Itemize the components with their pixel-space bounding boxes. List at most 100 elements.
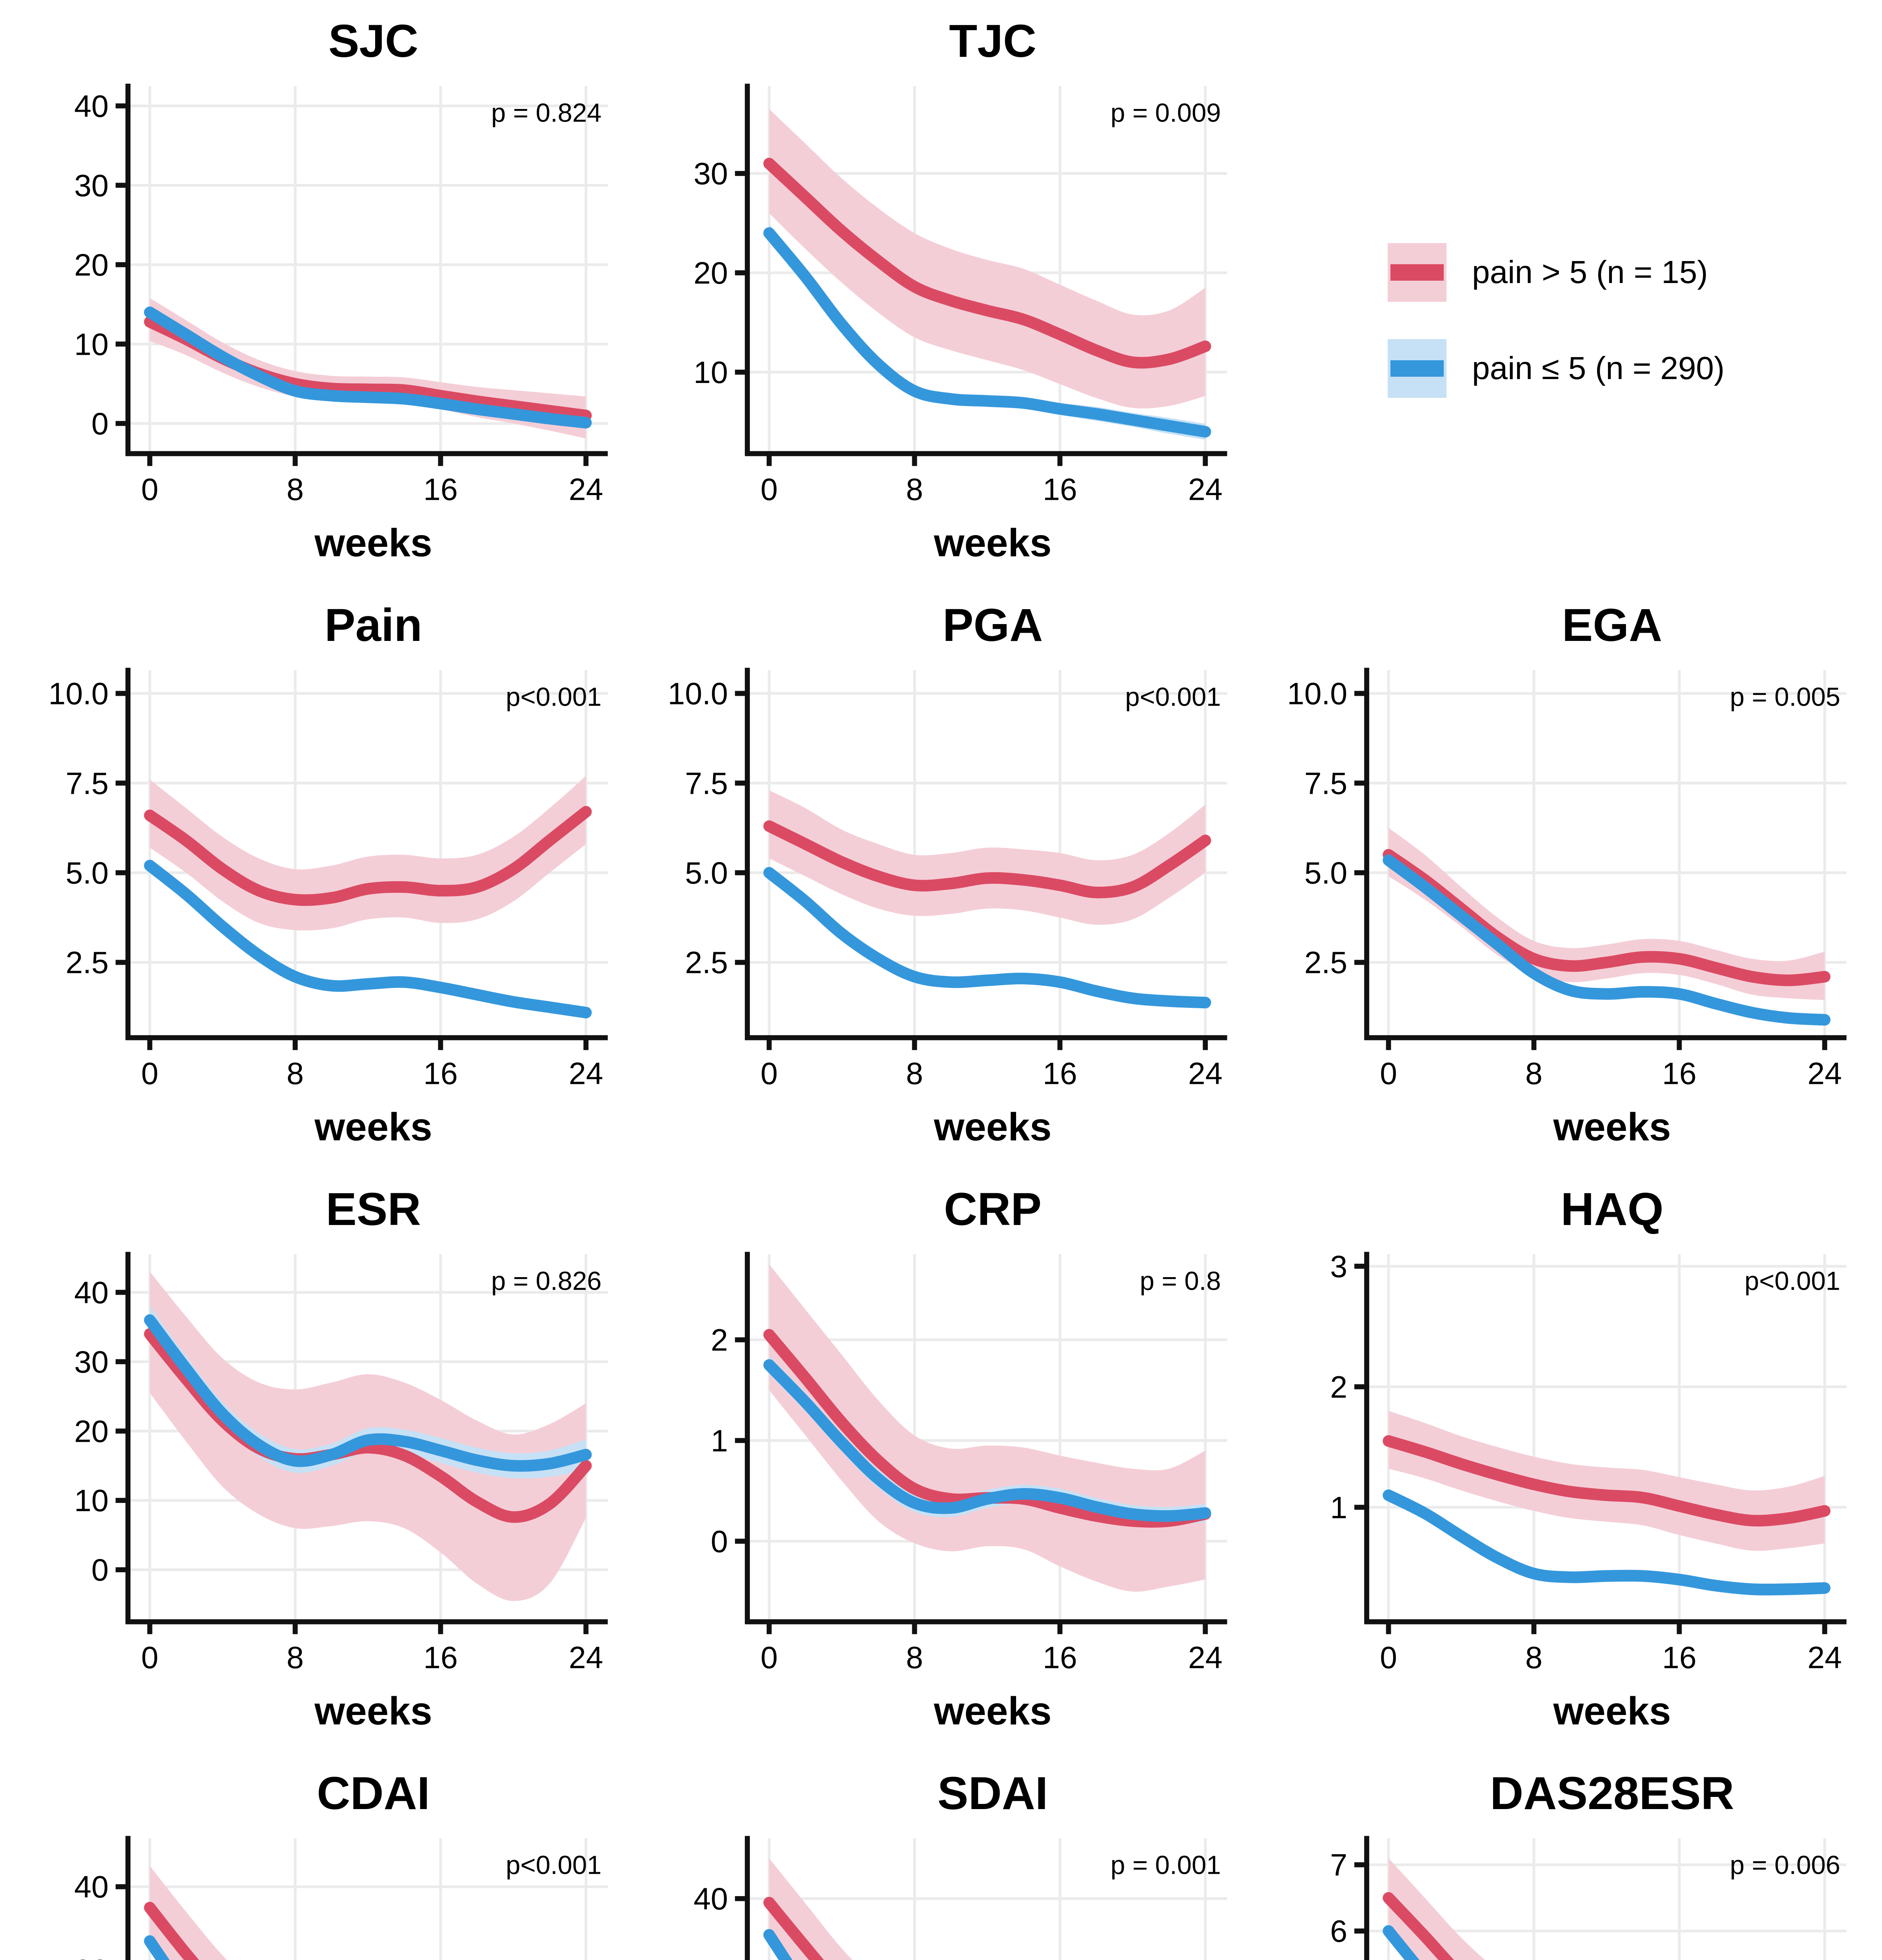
x-tick-label: 24 [1188, 1641, 1223, 1675]
plot-svg: 2.5 5.0 7.5 10.0 0 8 16 24 p<0.001 [48, 668, 608, 1091]
series-layer [144, 298, 592, 439]
x-tick-label: 24 [569, 472, 603, 507]
x-tick-label: 0 [141, 472, 158, 507]
y-tick-label: 2.5 [1304, 946, 1347, 980]
plot-svg: 10 20 30 0 8 16 24 p = 0.009 [693, 83, 1227, 507]
y-tick-label: 7 [1330, 1848, 1347, 1882]
x-axis-label: weeks [1553, 1105, 1671, 1149]
p-value-label: p<0.001 [506, 682, 601, 711]
x-tick-label: 24 [1188, 1056, 1223, 1091]
series-layer [1383, 1858, 1485, 1960]
y-tick-label: 6 [1330, 1914, 1347, 1949]
axes: 1 2 3 0 8 16 24 [1330, 1249, 1847, 1675]
axes: 2.5 5.0 7.5 10.0 0 8 16 24 [48, 668, 608, 1091]
p-value-label: p = 0.009 [1111, 98, 1221, 127]
x-axis-label: weeks [934, 1689, 1052, 1733]
x-axis-label: weeks [314, 1689, 432, 1733]
red-band-swatch-icon [1388, 243, 1446, 302]
red-line-icon [1390, 264, 1444, 281]
panel-title: PGA [942, 599, 1043, 651]
panel-title: SJC [328, 15, 419, 67]
x-tick-label: 0 [760, 1641, 778, 1675]
p-value-label: p = 0.8 [1140, 1266, 1221, 1296]
panel-Pain: Pain 2.5 5.0 7.5 10.0 0 8 16 24 p<0.001 weeks [20, 596, 623, 1176]
x-axis-label: weeks [934, 1105, 1052, 1149]
series-layer [1383, 828, 1831, 1026]
x-tick-label: 0 [760, 472, 778, 507]
series-layer [144, 1271, 592, 1601]
red-line [1383, 1435, 1831, 1527]
legend-label: pain > 5 (n = 15) [1472, 254, 1708, 290]
plot-svg: 0 1 2 0 8 16 24 p = 0.8 [711, 1252, 1227, 1675]
plot-svg: 0 10 20 30 40 0 8 16 24 p = 0.824 [74, 83, 608, 507]
axes: 2.5 5.0 7.5 10.0 0 8 16 24 [1287, 668, 1847, 1091]
panel-PGA: PGA 2.5 5.0 7.5 10.0 0 8 16 24 p<0.001 weeks [639, 596, 1243, 1176]
y-tick-label: 1 [711, 1423, 728, 1458]
x-tick-label: 8 [906, 1056, 923, 1091]
panel-title: CDAI [317, 1768, 430, 1819]
plot-svg: 2.5 5.0 7.5 10.0 0 8 16 24 p<0.001 [668, 668, 1227, 1091]
x-tick-label: 8 [1525, 1056, 1543, 1091]
y-tick-label: 20 [693, 256, 728, 290]
y-tick-label: 40 [74, 89, 109, 123]
y-tick-label: 7.5 [685, 766, 728, 800]
series-layer [144, 1866, 227, 1960]
p-value-label: p<0.001 [1744, 1266, 1840, 1296]
y-tick-label: 10.0 [1287, 677, 1347, 711]
y-tick-label: 10 [74, 327, 109, 361]
x-tick-label: 0 [1380, 1056, 1397, 1091]
blue-line [763, 227, 1211, 438]
series-layer [144, 776, 592, 1018]
p-value-label: p<0.001 [1125, 682, 1221, 711]
y-tick-label: 40 [693, 1882, 728, 1916]
axes: 10 20 30 0 8 16 24 [693, 83, 1227, 507]
x-axis-label: weeks [934, 521, 1052, 565]
legend-label: pain ≤ 5 (n = 290) [1472, 350, 1725, 386]
y-tick-label: 7.5 [65, 766, 109, 800]
y-tick-label: 20 [74, 1414, 109, 1448]
y-tick-label: 3 [1330, 1249, 1347, 1284]
x-tick-label: 24 [569, 1641, 603, 1675]
legend-item-pain-gt5: pain > 5 (n = 15) [1388, 243, 1862, 302]
red-band [150, 776, 586, 931]
p-value-label: p = 0.826 [491, 1266, 602, 1296]
p-value-label: p = 0.006 [1730, 1850, 1840, 1880]
x-tick-label: 0 [141, 1056, 158, 1091]
red-band [769, 109, 1205, 408]
y-tick-label: 40 [74, 1870, 109, 1904]
plot-svg: 2.5 5.0 7.5 10.0 0 8 16 24 p = 0.005 [1287, 668, 1847, 1091]
y-tick-label: 2 [711, 1323, 728, 1357]
plot-svg: 234567081624p = 0.006 [1330, 1836, 1847, 1960]
p-value-label: p = 0.001 [1111, 1850, 1221, 1880]
panel-HAQ: HAQ 1 2 3 0 8 16 24 p<0.001 weeks [1258, 1180, 1862, 1760]
blue-band [150, 1306, 586, 1479]
x-tick-label: 24 [569, 1056, 603, 1091]
y-tick-label: 2.5 [65, 946, 109, 980]
y-tick-label: 7.5 [1304, 766, 1347, 800]
x-axis-label: weeks [314, 1105, 432, 1149]
panel-title: HAQ [1561, 1183, 1664, 1235]
red-band [150, 1866, 227, 1960]
x-tick-label: 8 [906, 472, 923, 507]
red-band [1388, 828, 1825, 1000]
series-layer [763, 1858, 853, 1960]
x-axis-label: weeks [314, 521, 432, 565]
x-tick-label: 0 [141, 1641, 158, 1675]
panel-title: TJC [949, 15, 1036, 67]
panel-title: SDAI [937, 1768, 1048, 1819]
series-layer [763, 109, 1211, 440]
red-line [763, 158, 1211, 369]
y-tick-label: 10 [693, 355, 728, 390]
x-tick-label: 8 [906, 1641, 923, 1675]
blue-line [144, 1314, 592, 1472]
legend: pain > 5 (n = 15) pain ≤ 5 (n = 290) [1388, 243, 1862, 592]
x-tick-label: 16 [1043, 472, 1077, 507]
x-tick-label: 16 [423, 1641, 458, 1675]
plot-svg: 1 2 3 0 8 16 24 p<0.001 [1330, 1249, 1847, 1675]
panel-DAS28ESR: DAS28ESR234567081624p = 0.006weeks [1258, 1764, 1862, 1960]
